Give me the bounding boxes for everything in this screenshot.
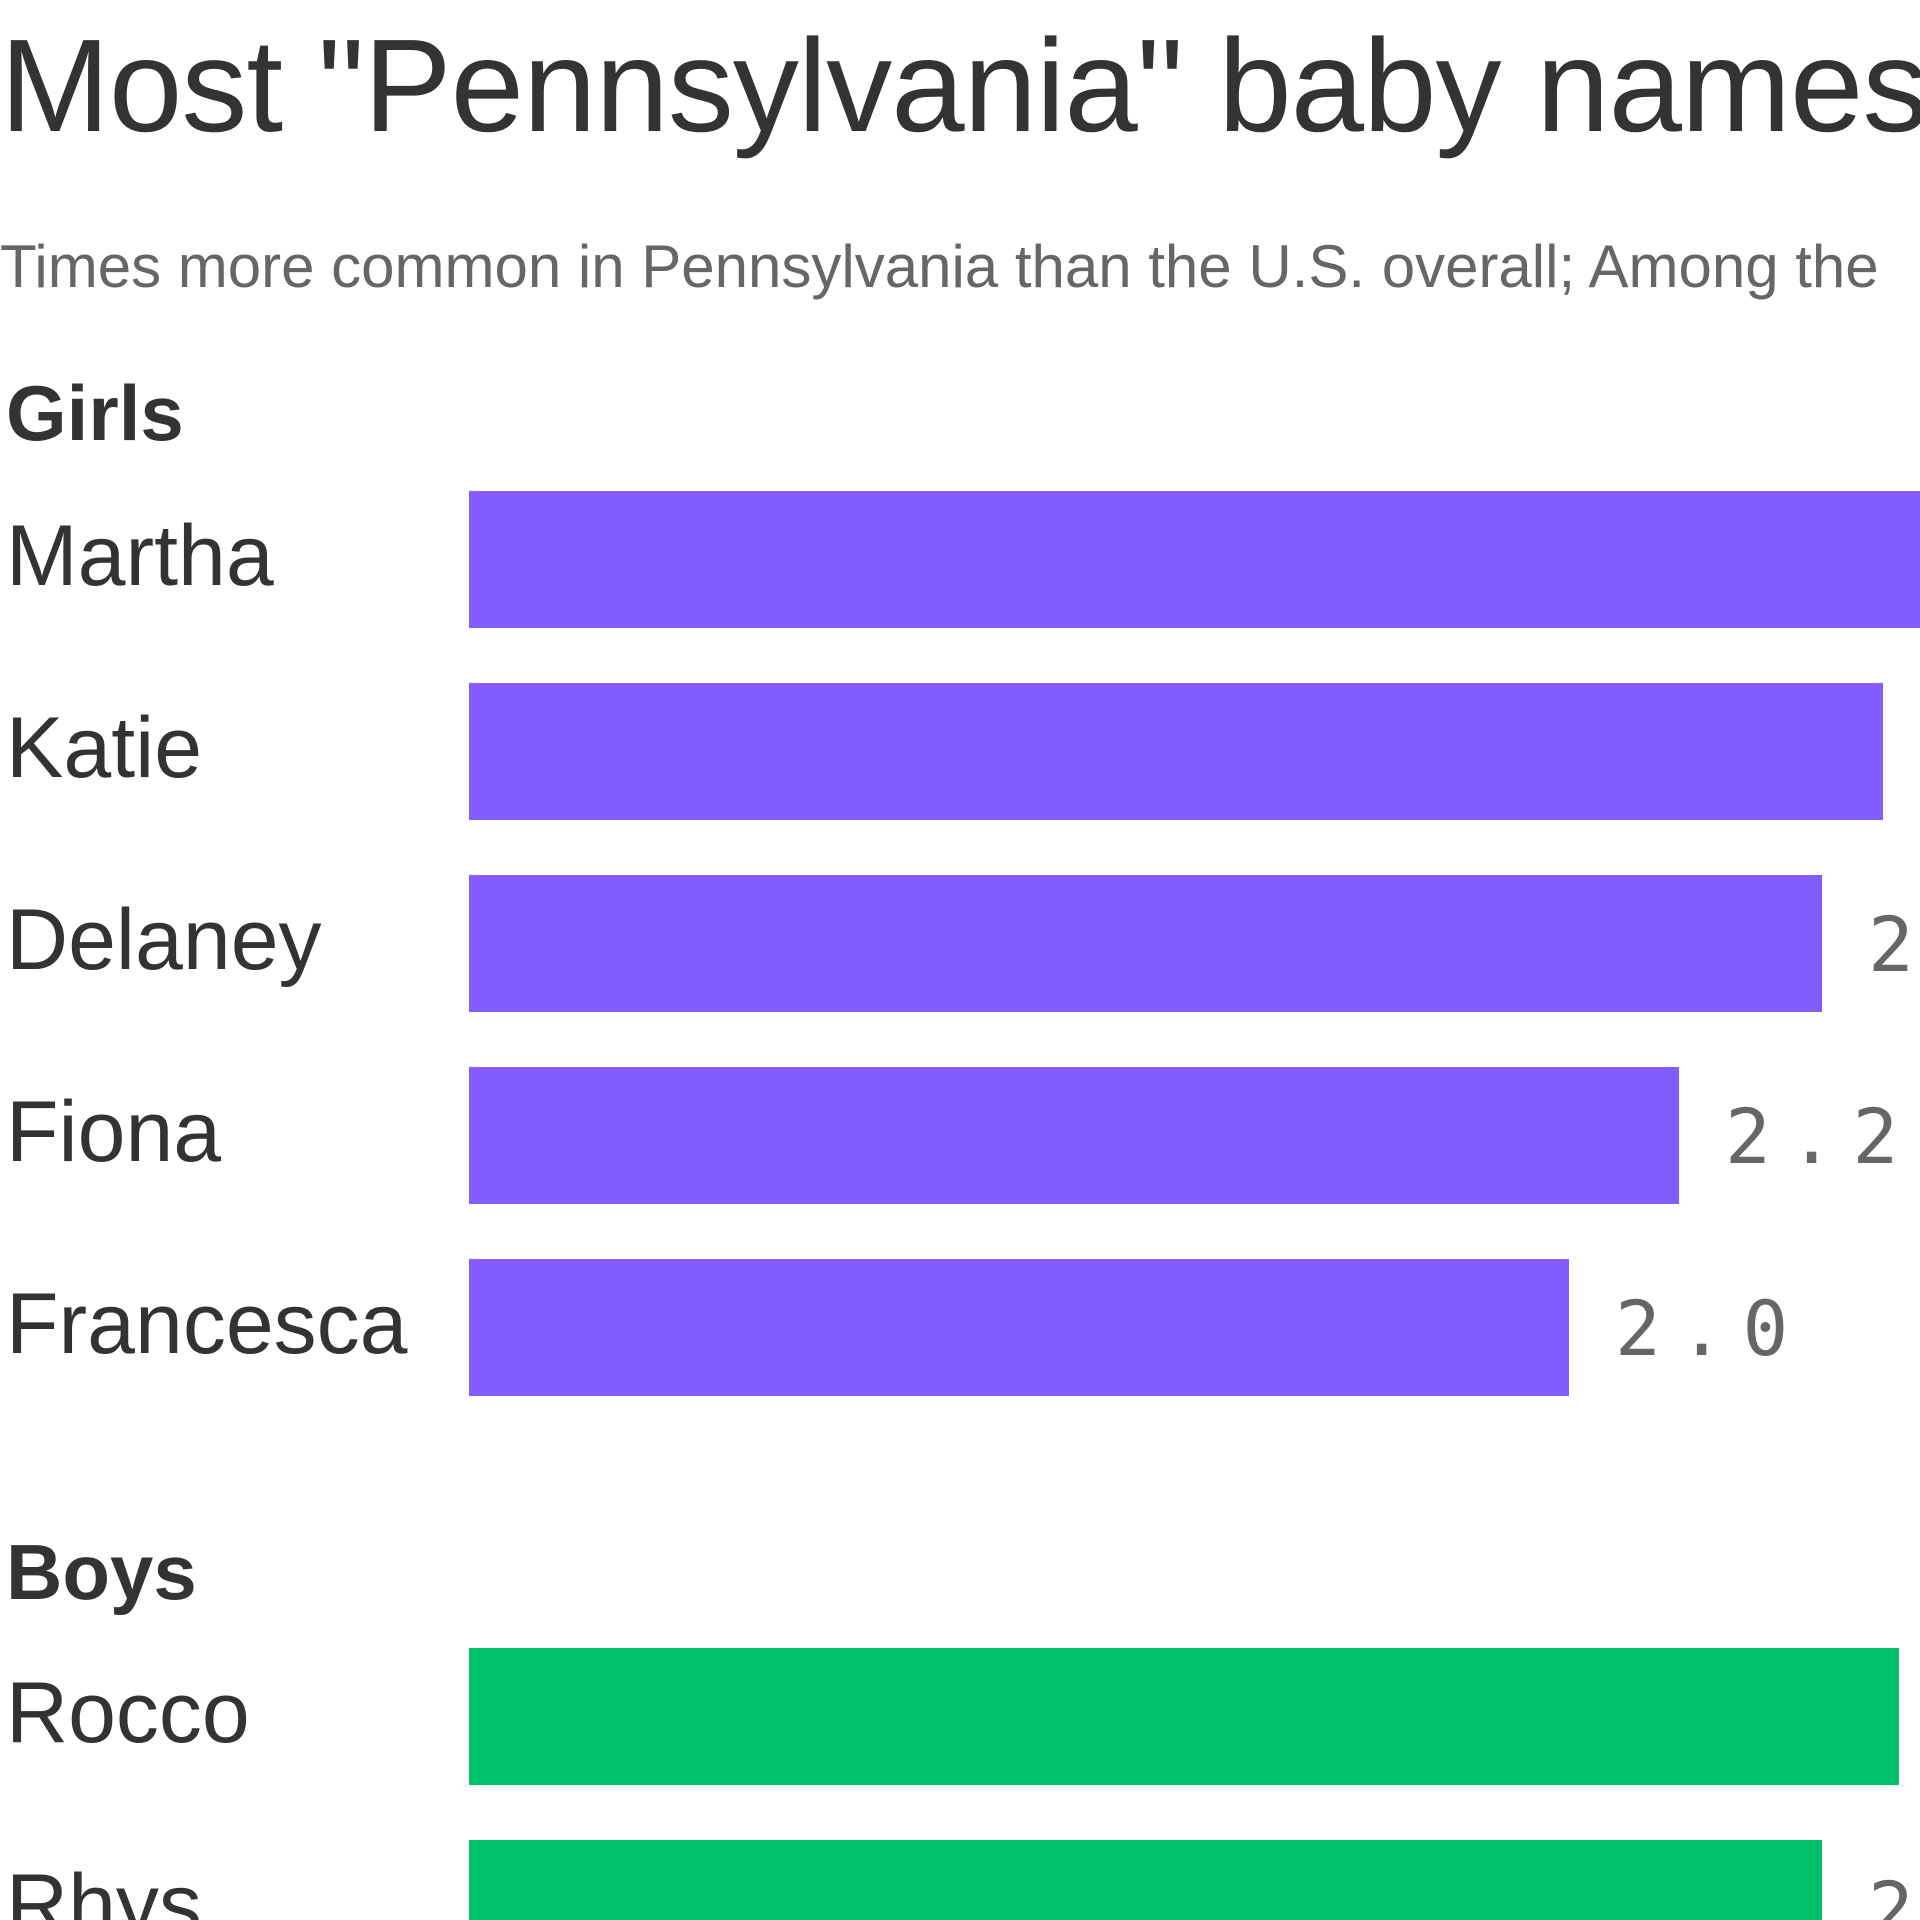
group-label-boys: Boys	[6, 1528, 197, 1616]
chart-title: Most "Pennsylvania" baby names	[0, 12, 1920, 159]
bar-rhys	[469, 1840, 1822, 1920]
bar-martha	[469, 491, 1920, 628]
category-label: Martha	[6, 508, 274, 604]
category-label: Rocco	[6, 1665, 250, 1761]
category-label: Francesca	[6, 1276, 408, 1372]
bar-delaney	[469, 875, 1822, 1012]
category-label: Delaney	[6, 892, 322, 988]
category-label: Katie	[6, 700, 203, 796]
category-label: Rhys	[6, 1857, 202, 1920]
group-label-girls: Girls	[6, 369, 184, 457]
data-label: 2.0	[1615, 1284, 1807, 1373]
bar-francesca	[469, 1259, 1569, 1396]
bar-rocco	[469, 1648, 1899, 1785]
data-label: 2.5	[1868, 900, 1920, 989]
bar-katie	[469, 683, 1883, 820]
data-label: 2.5	[1868, 1865, 1920, 1920]
data-label: 2.2	[1725, 1092, 1917, 1181]
chart-subtitle: Times more common in Pennsylvania than t…	[0, 233, 1879, 300]
bar-fiona	[469, 1067, 1679, 1204]
category-label: Fiona	[6, 1084, 222, 1180]
